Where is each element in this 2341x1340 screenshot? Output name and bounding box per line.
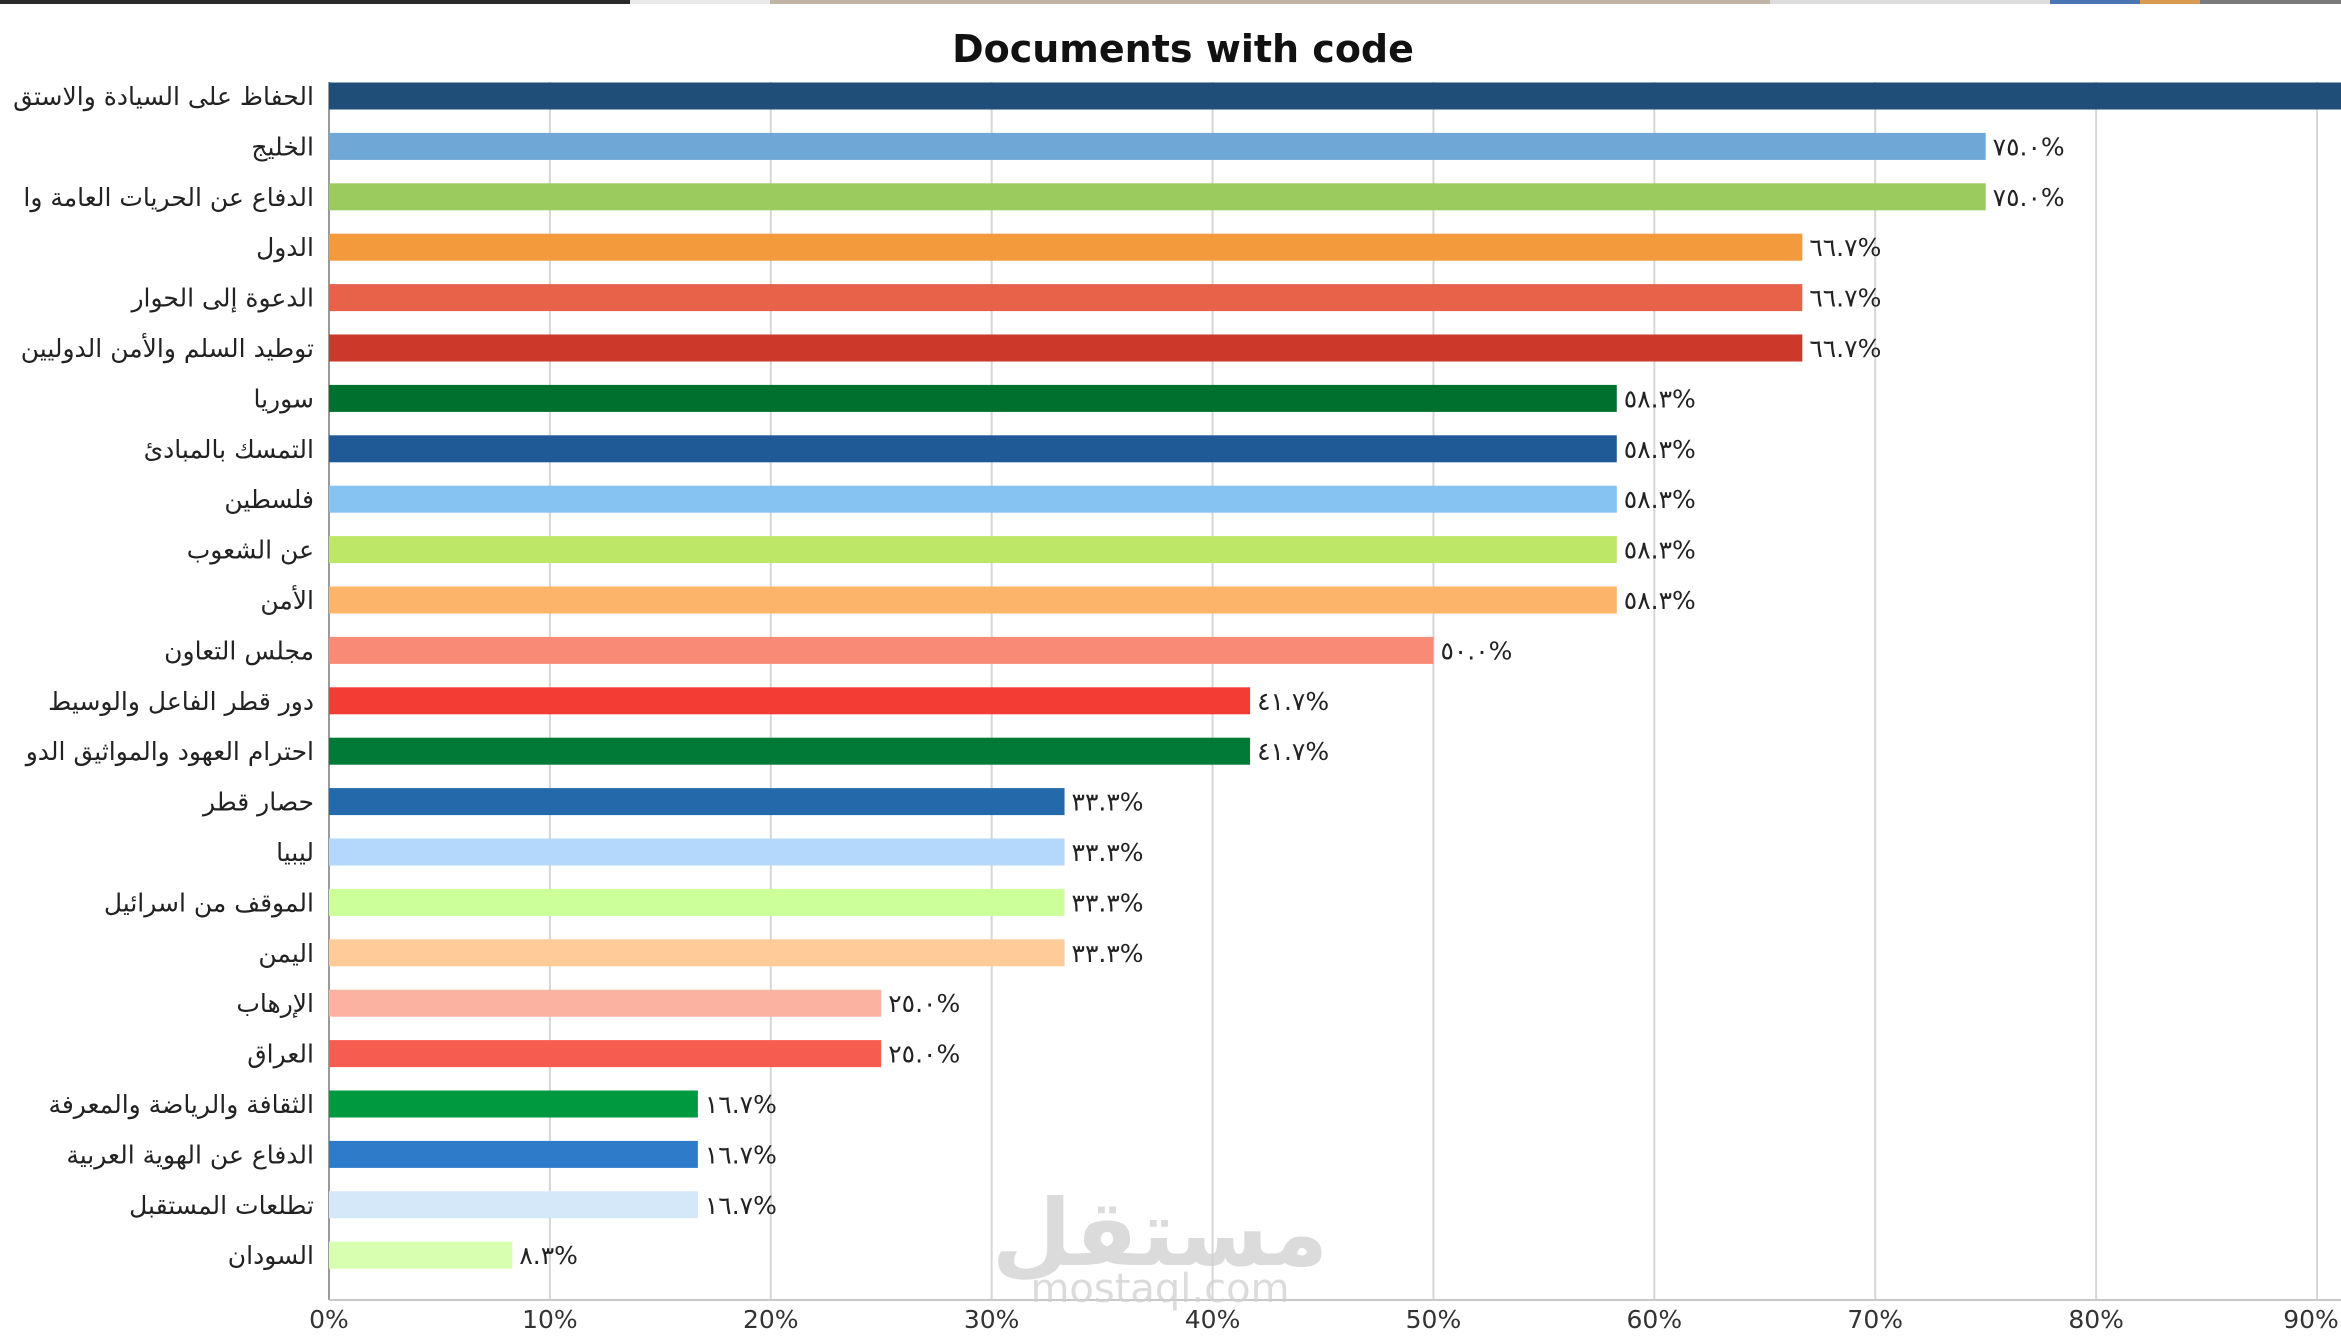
x-tick-label: 90%: [2283, 1305, 2339, 1334]
x-tick-label: 20%: [743, 1305, 799, 1334]
value-labels: ٧٥.٠% ٧٥.٠% ٦٦.٧% ٦٦.٧% ٦٦.٧% ٥٨.٣% ٥٨.٣% ٥٨.٣%…: [519, 132, 2064, 1270]
bar: [329, 737, 1251, 765]
category-label: مجلس التعاون: [164, 636, 314, 666]
category-label: فلسطين: [224, 485, 314, 514]
category-label: حصار قطر: [201, 788, 314, 817]
x-tick-label: 0%: [309, 1305, 349, 1334]
x-tick-label: 60%: [1627, 1305, 1683, 1334]
bar: [329, 1191, 698, 1219]
x-tick-label: 40%: [1185, 1305, 1241, 1334]
value-label: ٤١.٧%: [1257, 687, 1329, 716]
value-label: ١٦.٧%: [705, 1191, 777, 1220]
value-label: ٨.٣%: [519, 1241, 578, 1270]
value-label: ٤١.٧%: [1257, 737, 1329, 766]
value-label: ٦٦.٧%: [1809, 233, 1881, 262]
value-label: ٣٣.٣%: [1072, 838, 1144, 867]
value-label: ١٦.٧%: [705, 1090, 777, 1119]
category-label: اليمن: [258, 939, 314, 968]
bar: [329, 888, 1065, 916]
x-tick-label: 80%: [2068, 1305, 2124, 1334]
category-label: الخليج: [251, 132, 314, 162]
watermark-site: mostaql.com: [1030, 1266, 1289, 1312]
value-label: ٦٦.٧%: [1809, 334, 1881, 363]
x-axis-ticks: 0% 10% 20% 30% 40% 50% 60% 70% 80% 90%: [309, 1305, 2339, 1334]
value-label: ٥٨.٣%: [1624, 586, 1696, 615]
category-label: الثقافة والرياضة والمعرفة: [48, 1090, 314, 1120]
bars: [329, 82, 2341, 1269]
value-label: ٥٨.٣%: [1624, 384, 1696, 413]
category-label: دور قطر الفاعل والوسيط: [48, 687, 314, 717]
category-label: الدعوة إلى الحوار: [129, 284, 314, 314]
bar: [329, 284, 1803, 312]
bar: [329, 183, 1986, 211]
category-label: الدفاع عن الحريات العامة وا: [23, 183, 314, 213]
bar: [329, 788, 1065, 816]
bar: [329, 586, 1617, 614]
bar: [329, 838, 1065, 866]
x-tick-label: 50%: [1406, 1305, 1462, 1334]
category-label: عن الشعوب: [187, 536, 314, 565]
value-label: ٢٥.٠%: [888, 1040, 960, 1069]
category-label: تطلعات المستقبل: [129, 1191, 314, 1220]
value-label: ٥٨.٣%: [1624, 536, 1696, 565]
category-label: الإرهاب: [236, 989, 314, 1018]
bar: [329, 1140, 698, 1168]
watermark: مستقل mostaql.com: [992, 1180, 1328, 1312]
bar: [329, 334, 1803, 362]
bar: [329, 536, 1617, 564]
bar: [329, 989, 882, 1017]
chart-title: Documents with code: [952, 27, 1414, 71]
category-label: توطيد السلم والأمن الدوليين: [21, 332, 314, 364]
bar: [329, 384, 1617, 412]
category-label: سوريا: [253, 384, 314, 413]
x-tick-label: 70%: [1847, 1305, 1903, 1334]
bar: [329, 1040, 882, 1068]
value-label: ٥٨.٣%: [1624, 485, 1696, 514]
bar: [329, 132, 1986, 160]
value-label: ٥٨.٣%: [1624, 435, 1696, 464]
bar: [329, 939, 1065, 967]
bar: [329, 687, 1251, 715]
category-label: احترام العهود والمواثيق الدو: [24, 737, 314, 767]
value-label: ٧٥.٠%: [1993, 183, 2065, 212]
category-label: الدول: [256, 233, 314, 263]
category-label: الحفاظ على السيادة والاستق: [13, 82, 314, 112]
value-label: ٢٥.٠%: [888, 989, 960, 1018]
category-label: الأمن: [260, 584, 314, 615]
category-labels: الحفاظ على السيادة والاستق الخليج الدفاع ع…: [13, 82, 314, 1270]
category-label: ليبيا: [276, 838, 314, 867]
bar: [329, 1090, 698, 1118]
value-label: ٥٠.٠%: [1440, 636, 1512, 665]
value-label: ١٦.٧%: [705, 1140, 777, 1169]
value-label: ٣٣.٣%: [1072, 888, 1144, 917]
watermark-brand: مستقل: [992, 1180, 1328, 1287]
category-label: الدفاع عن الهوية العربية: [66, 1140, 314, 1170]
category-label: العراق: [247, 1040, 314, 1069]
value-label: ٧٥.٠%: [1993, 132, 2065, 161]
bar: [329, 636, 1434, 664]
bar: [329, 485, 1617, 513]
value-label: ٣٣.٣%: [1072, 939, 1144, 968]
bar: [329, 233, 1803, 261]
category-label: التمسك بالمبادئ: [144, 435, 314, 464]
bar: [329, 1241, 513, 1269]
value-label: ٦٦.٧%: [1809, 284, 1881, 313]
category-label: الموقف من اسرائيل: [104, 888, 314, 917]
top-strip: [0, 0, 2341, 4]
value-label: ٣٣.٣%: [1072, 788, 1144, 817]
x-tick-label: 30%: [964, 1305, 1020, 1334]
bar: [329, 82, 2341, 110]
bar: [329, 435, 1617, 463]
x-tick-label: 10%: [522, 1305, 578, 1334]
category-label: السودان: [228, 1241, 314, 1270]
